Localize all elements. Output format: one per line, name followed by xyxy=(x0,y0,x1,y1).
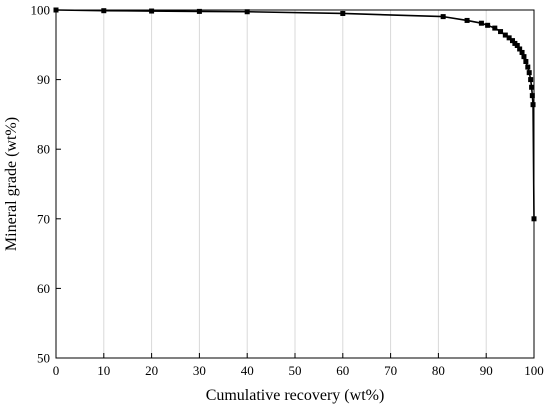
data-point-marker xyxy=(498,29,504,35)
data-point-marker xyxy=(53,7,59,13)
data-point-marker xyxy=(523,59,529,64)
data-point-marker xyxy=(526,70,532,76)
x-tick-label: 70 xyxy=(384,363,397,378)
data-point-marker xyxy=(340,10,346,16)
data-point-marker xyxy=(529,93,535,99)
x-tick-label: 0 xyxy=(53,363,60,378)
data-point-marker xyxy=(519,49,525,55)
x-tick-label: 60 xyxy=(336,363,349,378)
y-tick-label: 60 xyxy=(37,281,50,296)
y-tick-label: 90 xyxy=(37,72,50,87)
x-tick-label: 50 xyxy=(289,363,302,378)
y-tick-label: 50 xyxy=(37,351,50,366)
x-tick-label: 20 xyxy=(145,363,158,378)
data-point-marker xyxy=(244,9,250,15)
x-axis-title: Cumulative recovery (wt%) xyxy=(206,387,385,404)
data-point-marker xyxy=(525,64,531,70)
data-point-marker xyxy=(478,20,484,26)
data-point-marker xyxy=(531,216,537,222)
data-point-marker xyxy=(506,35,512,41)
y-tick-label: 80 xyxy=(37,142,50,157)
data-point-marker xyxy=(502,32,508,38)
data-point-marker xyxy=(509,38,515,44)
data-point-marker xyxy=(464,17,470,23)
data-point-marker xyxy=(521,54,527,60)
x-tick-label: 40 xyxy=(241,363,254,378)
grid-layer xyxy=(103,10,487,358)
data-point-marker xyxy=(514,43,520,48)
x-tick-label: 30 xyxy=(193,363,206,378)
data-point-marker xyxy=(529,84,535,90)
x-tick-label: 100 xyxy=(524,363,544,378)
data-point-marker xyxy=(101,8,107,14)
data-point-marker xyxy=(530,102,536,108)
data-point-marker xyxy=(492,25,498,31)
x-tick-label: 90 xyxy=(480,363,493,378)
data-point-marker xyxy=(517,46,523,52)
data-point-marker xyxy=(485,22,491,28)
y-tick-label: 70 xyxy=(37,211,50,226)
y-tick-label: 100 xyxy=(31,3,51,18)
data-point-marker xyxy=(149,8,155,14)
x-tick-label: 80 xyxy=(432,363,445,378)
y-axis-title: Mineral grade (wt%) xyxy=(3,117,20,251)
series-layer xyxy=(53,7,537,222)
label-layer: 0 10 20 30 40 50 60 70 80 90 100 50 60 70 80 90 100 xyxy=(31,3,544,379)
data-point-marker xyxy=(196,8,202,14)
x-tick-label: 10 xyxy=(97,363,110,378)
data-point-marker xyxy=(528,77,534,83)
data-point-marker xyxy=(440,14,446,20)
